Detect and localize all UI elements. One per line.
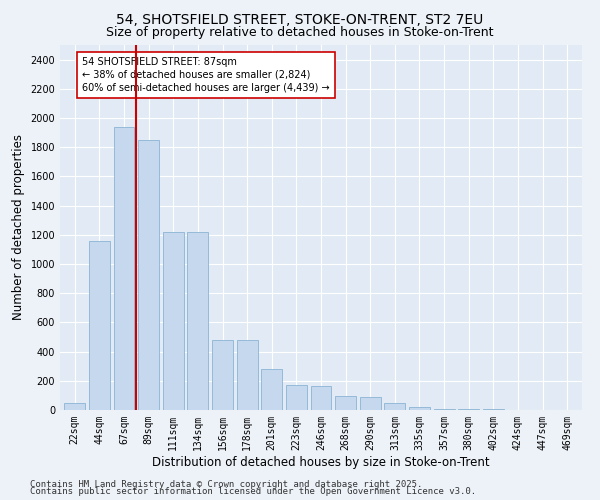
Bar bbox=[163, 232, 184, 410]
Bar bbox=[385, 404, 406, 410]
Bar bbox=[113, 127, 134, 410]
Bar bbox=[311, 386, 331, 410]
Text: 54 SHOTSFIELD STREET: 87sqm
← 38% of detached houses are smaller (2,824)
60% of : 54 SHOTSFIELD STREET: 87sqm ← 38% of det… bbox=[82, 56, 330, 93]
Bar bbox=[434, 409, 455, 410]
Bar bbox=[261, 369, 282, 410]
Text: Size of property relative to detached houses in Stoke-on-Trent: Size of property relative to detached ho… bbox=[106, 26, 494, 39]
Text: Contains public sector information licensed under the Open Government Licence v3: Contains public sector information licen… bbox=[30, 487, 476, 496]
Bar bbox=[89, 240, 110, 410]
Bar bbox=[286, 385, 307, 410]
Bar bbox=[458, 409, 479, 410]
Bar bbox=[187, 232, 208, 410]
Bar bbox=[138, 140, 159, 410]
Bar bbox=[236, 340, 257, 410]
X-axis label: Distribution of detached houses by size in Stoke-on-Trent: Distribution of detached houses by size … bbox=[152, 456, 490, 468]
Bar bbox=[212, 340, 233, 410]
Bar bbox=[64, 402, 85, 410]
Text: Contains HM Land Registry data © Crown copyright and database right 2025.: Contains HM Land Registry data © Crown c… bbox=[30, 480, 422, 489]
Bar bbox=[360, 397, 381, 410]
Text: 54, SHOTSFIELD STREET, STOKE-ON-TRENT, ST2 7EU: 54, SHOTSFIELD STREET, STOKE-ON-TRENT, S… bbox=[116, 12, 484, 26]
Bar bbox=[335, 396, 356, 410]
Y-axis label: Number of detached properties: Number of detached properties bbox=[12, 134, 25, 320]
Bar bbox=[409, 407, 430, 410]
